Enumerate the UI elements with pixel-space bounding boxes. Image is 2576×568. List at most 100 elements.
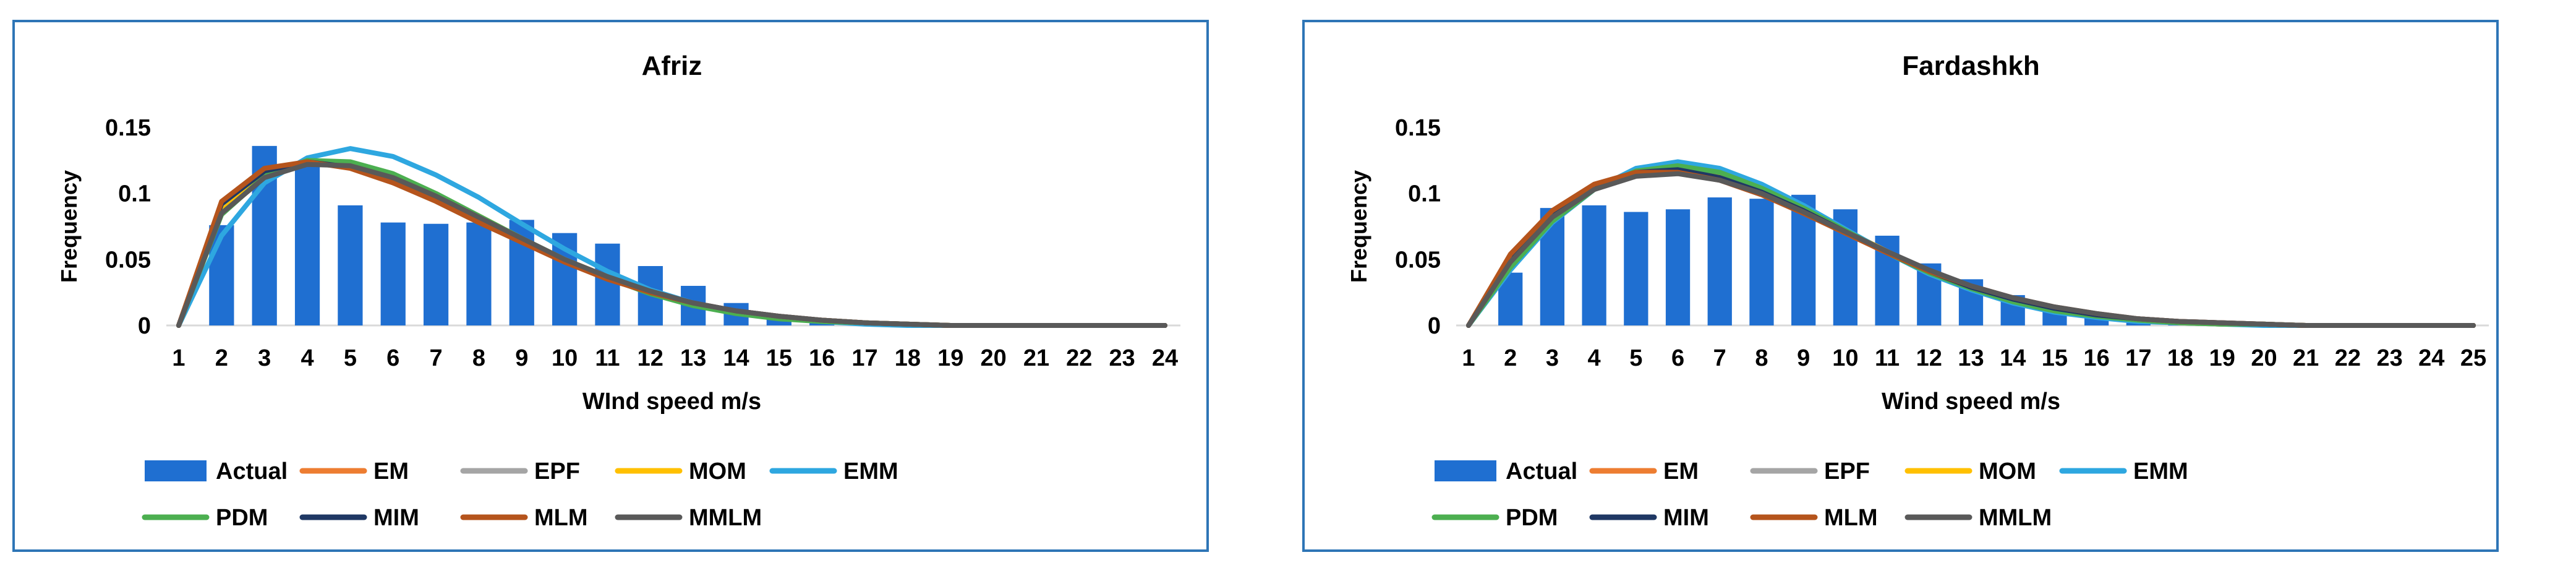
x-tick-label: 14 xyxy=(2000,345,2026,371)
y-tick-label: 0.1 xyxy=(118,181,151,207)
x-tick-label: 1 xyxy=(1462,345,1475,371)
series-line-pdm xyxy=(176,158,1167,328)
x-tick-label: 23 xyxy=(1109,345,1135,371)
legend-label-mom: MOM xyxy=(1979,458,2036,484)
x-tick-label: 7 xyxy=(1713,345,1726,371)
y-tick-label: 0 xyxy=(138,313,151,339)
legend-label-mlm: MLM xyxy=(1824,505,1878,531)
series-line-mmlm xyxy=(176,161,1167,328)
legend-label-mlm: MLM xyxy=(534,505,588,531)
x-tick-label: 23 xyxy=(2376,345,2402,371)
chart-panel-fardashkh: Fardashkh Frequency 0 0.05 0.1 0.15 1 2 3 4 5 6 7 8 9 1… xyxy=(1302,20,2499,552)
x-tick-label: 12 xyxy=(1916,345,1942,371)
x-tick-label: 15 xyxy=(766,345,792,371)
x-tick-label: 4 xyxy=(301,345,313,371)
x-tick-label: 7 xyxy=(430,345,443,371)
x-tick-label: 22 xyxy=(2335,345,2361,371)
x-tick-label: 2 xyxy=(1504,345,1517,371)
x-tick-label: 6 xyxy=(386,345,399,371)
legend-label-mom: MOM xyxy=(689,458,746,484)
legend-label-em: EM xyxy=(373,458,409,484)
x-tick-label: 5 xyxy=(1629,345,1642,371)
bar-actual-7 xyxy=(1707,197,1732,325)
x-tick-label: 13 xyxy=(680,345,706,371)
bar-actual-5 xyxy=(338,205,363,325)
x-tick-label: 6 xyxy=(1671,345,1684,371)
legend-label-mim: MIM xyxy=(373,505,419,531)
bar-actual-8 xyxy=(466,222,492,325)
legend-label-em: EM xyxy=(1663,458,1699,484)
x-tick-label: 24 xyxy=(1152,345,1178,371)
x-tick-label: 18 xyxy=(895,345,921,371)
x-tick-label: 1 xyxy=(172,345,185,371)
x-tick-label: 17 xyxy=(851,345,877,371)
x-tick-label: 9 xyxy=(515,345,528,371)
x-tick-label: 16 xyxy=(2083,345,2109,371)
legend-label-actual: Actual xyxy=(216,458,288,484)
x-tick-label: 20 xyxy=(2251,345,2277,371)
legend-label-emm: EMM xyxy=(843,458,898,484)
legend-swatch-actual xyxy=(1435,460,1496,481)
x-tick-label: 11 xyxy=(1875,345,1900,371)
x-tick-label: 8 xyxy=(1755,345,1768,371)
x-tick-label: 22 xyxy=(1066,345,1092,371)
x-tick-label: 21 xyxy=(2293,345,2319,371)
x-tick-label: 10 xyxy=(552,345,578,371)
x-tick-label: 8 xyxy=(472,345,485,371)
x-tick-label: 2 xyxy=(215,345,228,371)
chart-title: Fardashkh xyxy=(1902,51,2040,81)
x-tick-label: 11 xyxy=(595,345,620,371)
legend-label-pdm: PDM xyxy=(216,505,268,531)
bar-actual-17 xyxy=(2126,322,2151,325)
y-tick-label: 0 xyxy=(1428,313,1441,339)
bar-actual-4 xyxy=(1582,205,1606,325)
x-tick-label: 16 xyxy=(809,345,835,371)
x-tick-label: 19 xyxy=(2209,345,2235,371)
legend-label-actual: Actual xyxy=(1506,458,1577,484)
x-tick-label: 3 xyxy=(258,345,271,371)
chart-panel-afriz: Afriz Frequency 0 0.05 0.1 0.15 1 2 3 4 5 6 7 8 9 10 11 1… xyxy=(12,20,1209,552)
x-axis-label: WInd speed m/s xyxy=(582,389,761,415)
x-tick-label: 20 xyxy=(980,345,1006,371)
x-tick-label: 4 xyxy=(1588,345,1601,371)
x-tick-label: 13 xyxy=(1958,345,1984,371)
y-axis-label: Frequency xyxy=(56,170,82,283)
x-tick-label: 3 xyxy=(1546,345,1559,371)
x-tick-label: 24 xyxy=(2418,345,2444,371)
x-tick-label: 10 xyxy=(1832,345,1858,371)
x-axis-label: Wind speed m/s xyxy=(1882,389,2060,415)
x-tick-label: 18 xyxy=(2167,345,2193,371)
legend-label-mim: MIM xyxy=(1663,505,1709,531)
x-tick-label: 15 xyxy=(2042,345,2068,371)
x-tick-label: 12 xyxy=(638,345,663,371)
legend-swatch-actual xyxy=(145,460,207,481)
legend-label-epf: EPF xyxy=(534,458,580,484)
x-tick-label: 19 xyxy=(937,345,963,371)
y-tick-label: 0.1 xyxy=(1408,181,1441,207)
x-tick-label: 21 xyxy=(1023,345,1049,371)
legend-label-mmlm: MMLM xyxy=(1979,505,2052,531)
legend-label-emm: EMM xyxy=(2133,458,2188,484)
bar-actual-8 xyxy=(1749,199,1774,325)
series-line-mmlm xyxy=(1466,171,2476,328)
x-tick-label: 25 xyxy=(2460,345,2486,371)
x-tick-label: 14 xyxy=(723,345,749,371)
legend-label-mmlm: MMLM xyxy=(689,505,762,531)
y-tick-label: 0.05 xyxy=(1395,247,1441,273)
y-axis-label: Frequency xyxy=(1346,170,1371,283)
x-tick-label: 5 xyxy=(344,345,357,371)
x-tick-label: 9 xyxy=(1797,345,1810,371)
bar-actual-6 xyxy=(380,222,406,325)
y-tick-label: 0.05 xyxy=(105,247,151,273)
chart-title: Afriz xyxy=(642,51,702,81)
bar-actual-6 xyxy=(1665,209,1691,325)
y-tick-label: 0.15 xyxy=(105,115,151,141)
x-tick-label: 17 xyxy=(2125,345,2151,371)
bar-actual-5 xyxy=(1624,212,1648,325)
bar-actual-4 xyxy=(294,163,320,325)
bar-actual-7 xyxy=(423,223,449,325)
legend-label-pdm: PDM xyxy=(1506,505,1558,531)
legend-label-epf: EPF xyxy=(1824,458,1870,484)
